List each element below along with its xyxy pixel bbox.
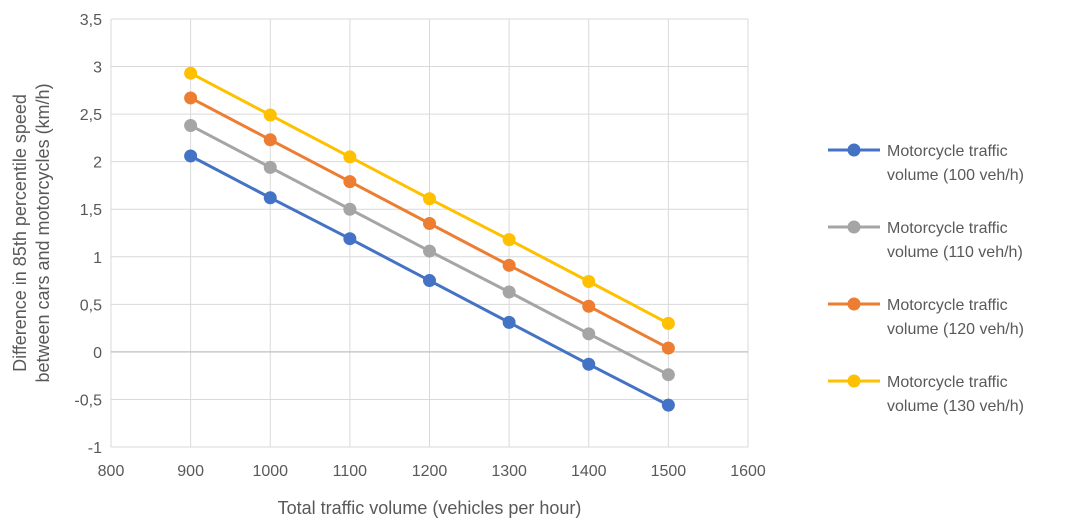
y-tick-label: 2 [93, 155, 102, 172]
data-point [423, 192, 436, 206]
data-point [582, 357, 596, 371]
data-point [423, 274, 436, 288]
data-point [582, 327, 596, 341]
y-tick-label: 0 [93, 345, 102, 362]
data-point [343, 150, 357, 164]
y-tick-label: 1 [93, 250, 102, 267]
series-3 [184, 91, 675, 355]
legend-entry-2: Motorcycle traffic volume (110 veh/h) [828, 220, 1023, 261]
data-point [184, 91, 198, 105]
data-point [184, 149, 198, 163]
y-axis-title: Difference in 85th percentile speed betw… [10, 83, 53, 382]
tick-labels: -1 -0,5 0 0,5 1 1,5 2 2,5 3 3,5 800 900 1000 1100 1200… [74, 12, 765, 480]
x-tick-label: 1200 [412, 463, 448, 480]
y-tick-label: 3,5 [80, 12, 102, 29]
legend-label-line-2: volume (120 veh/h) [887, 321, 1024, 338]
data-point [263, 108, 277, 122]
y-axis-title-line-1: Difference in 85th percentile speed [10, 94, 30, 372]
data-point [502, 315, 516, 329]
x-tick-label: 1100 [333, 463, 368, 480]
y-tick-label: -0,5 [74, 392, 102, 409]
data-point [582, 275, 596, 289]
legend-marker [847, 374, 861, 388]
x-tick-label: 1400 [571, 463, 607, 480]
legend-label-line-1: Motorcycle traffic [887, 143, 1008, 160]
legend-label-line-1: Motorcycle traffic [887, 220, 1008, 237]
legend-label-line-2: volume (110 veh/h) [887, 244, 1023, 261]
data-point [661, 368, 675, 382]
x-tick-label: 900 [177, 463, 204, 480]
y-tick-label: 3 [93, 60, 102, 77]
legend-entry-3: Motorcycle traffic volume (120 veh/h) [828, 297, 1024, 338]
series-2 [184, 119, 675, 382]
x-tick-label: 800 [98, 463, 125, 480]
data-point [343, 202, 357, 216]
data-point [423, 244, 436, 258]
data-point [423, 216, 436, 230]
data-point [184, 66, 198, 80]
x-tick-label: 1500 [651, 463, 687, 480]
legend-label-line-2: volume (100 veh/h) [887, 167, 1024, 184]
legend-marker [847, 297, 861, 311]
y-tick-label: 0,5 [80, 297, 102, 314]
data-point [343, 232, 357, 246]
data-point [661, 398, 675, 412]
x-tick-label: 1000 [252, 463, 288, 480]
y-tick-label: -1 [88, 440, 102, 457]
legend-label-line-2: volume (130 veh/h) [887, 398, 1024, 415]
x-tick-label: 1300 [491, 463, 527, 480]
legend-marker [847, 143, 861, 157]
data-point [661, 316, 675, 330]
series-1 [184, 149, 675, 412]
data-point [263, 191, 277, 205]
data-point [263, 133, 277, 147]
data-point [184, 119, 198, 133]
legend-entry-1: Motorcycle traffic volume (100 veh/h) [828, 143, 1024, 184]
legend-label-line-1: Motorcycle traffic [887, 374, 1008, 391]
data-point [502, 258, 516, 272]
series-4 [184, 66, 675, 330]
legend-marker [847, 220, 861, 234]
data-point [502, 285, 516, 299]
y-tick-label: 1,5 [80, 202, 102, 219]
data-point [343, 175, 357, 189]
y-tick-label: 2,5 [80, 107, 102, 124]
data-point [661, 341, 675, 355]
data-point [502, 233, 516, 247]
data-point [582, 299, 596, 313]
legend-label-line-1: Motorcycle traffic [887, 297, 1008, 314]
x-axis-title: Total traffic volume (vehicles per hour) [278, 498, 582, 518]
series-lines [184, 66, 675, 412]
x-tick-label: 1600 [730, 463, 766, 480]
data-point [263, 160, 277, 174]
y-axis-title-line-2: between cars and motorcycles (km/h) [33, 83, 53, 382]
legend-entry-4: Motorcycle traffic volume (130 veh/h) [828, 374, 1024, 415]
